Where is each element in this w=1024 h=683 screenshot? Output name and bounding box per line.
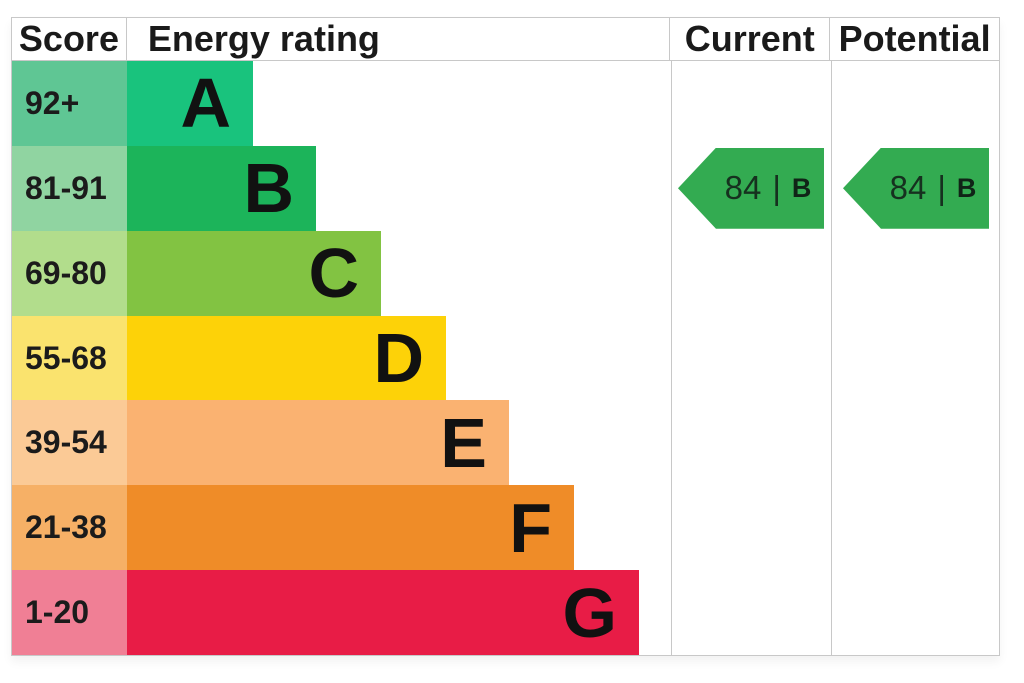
band-score-range: 1-20 <box>12 570 127 656</box>
band-rows: 92+ A 81-91 B 69-80 C 55-68 D 39-54 E 21… <box>12 61 999 656</box>
energy-rating-column-header: Energy rating <box>127 18 671 60</box>
current-rating-separator: | <box>772 169 781 207</box>
potential-rating-value: 84 <box>889 169 927 207</box>
band-score-range: 69-80 <box>12 230 127 316</box>
band-letter: G <box>562 573 617 652</box>
score-column-header: Score <box>12 18 127 60</box>
band-bar: B <box>127 145 316 231</box>
band-score-range: 81-91 <box>12 145 127 231</box>
band-letter: B <box>243 149 294 228</box>
band-row: 92+ A <box>12 61 999 146</box>
band-bar: D <box>127 315 446 401</box>
current-rating-band: B <box>791 172 812 203</box>
band-score-range: 21-38 <box>12 485 127 571</box>
band-score-range: 92+ <box>12 61 127 146</box>
band-row: 69-80 C <box>12 230 999 316</box>
band-bar: A <box>127 61 253 146</box>
potential-column-divider <box>831 61 832 655</box>
potential-column-header: Potential <box>838 18 991 59</box>
band-bar: C <box>127 230 381 316</box>
band-row: 1-20 G <box>12 570 999 656</box>
current-column-divider <box>671 61 672 655</box>
band-row: 21-38 F <box>12 485 999 571</box>
potential-rating-band: B <box>956 172 977 203</box>
current-column-header: Current <box>670 18 831 60</box>
band-bar: G <box>127 570 639 656</box>
band-letter: E <box>440 403 487 482</box>
band-letter: D <box>373 319 424 397</box>
band-row: 39-54 E <box>12 400 999 486</box>
band-bar: E <box>127 400 509 486</box>
band-score-range: 39-54 <box>12 400 127 486</box>
epc-table: Score Energy rating Current Potential 92… <box>11 17 1000 656</box>
band-row: 55-68 D <box>12 315 999 401</box>
current-rating-value: 84 <box>724 169 762 207</box>
band-score-range: 55-68 <box>12 315 127 401</box>
potential-rating-separator: | <box>937 169 946 207</box>
band-row: 81-91 B <box>12 145 999 231</box>
band-letter: C <box>308 234 359 313</box>
table-header-row: Score Energy rating Current Potential <box>12 18 999 61</box>
band-bar: F <box>127 485 574 571</box>
band-letter: A <box>180 64 231 143</box>
band-letter: F <box>509 488 552 567</box>
